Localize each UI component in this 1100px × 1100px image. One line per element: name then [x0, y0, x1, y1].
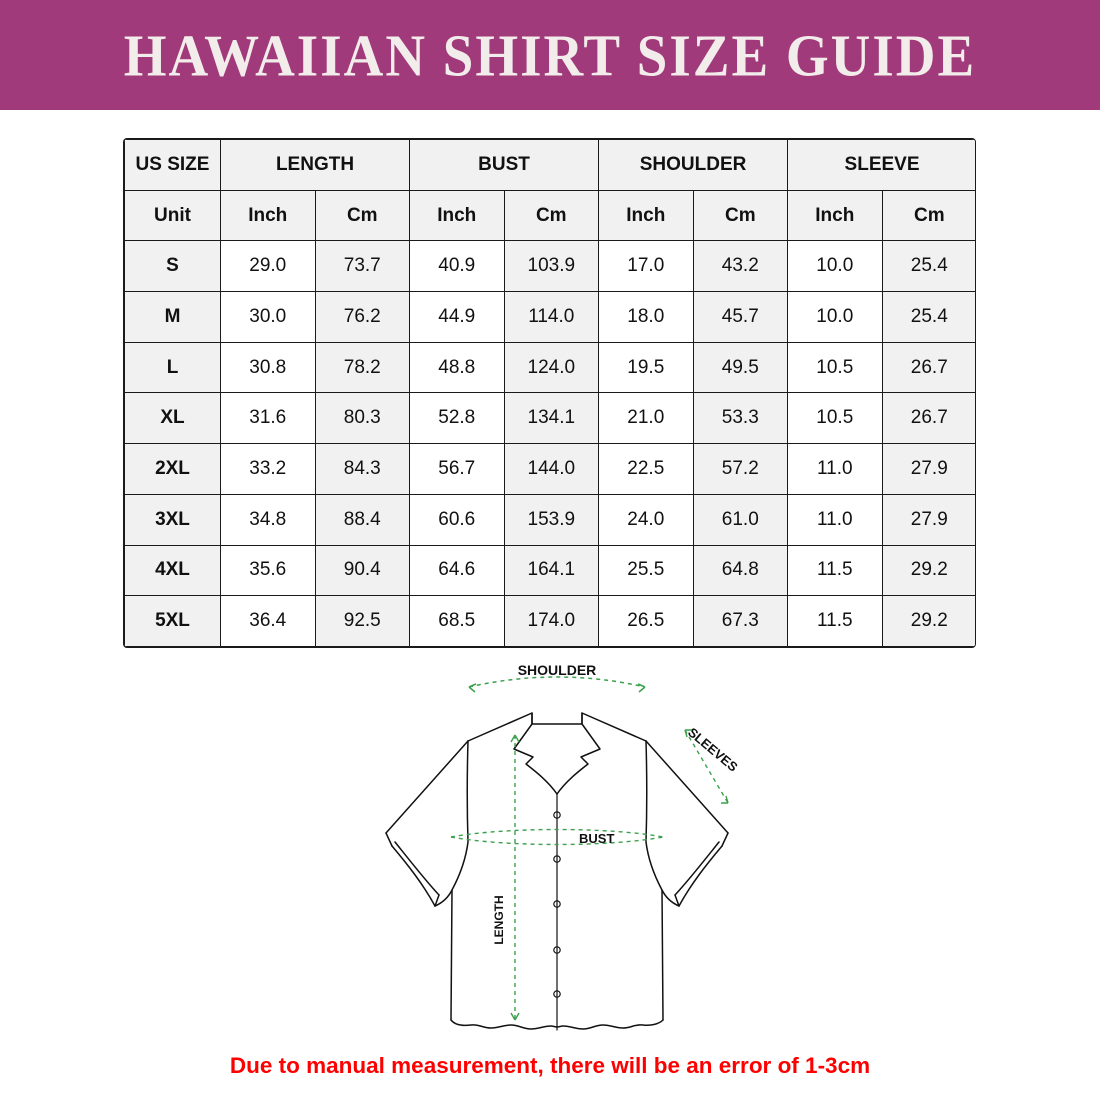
svg-text:SLEEVES: SLEEVES	[685, 725, 741, 775]
svg-text:LENGTH: LENGTH	[492, 895, 506, 944]
svg-text:BUST: BUST	[579, 831, 614, 846]
svg-text:SHOULDER: SHOULDER	[518, 665, 597, 678]
